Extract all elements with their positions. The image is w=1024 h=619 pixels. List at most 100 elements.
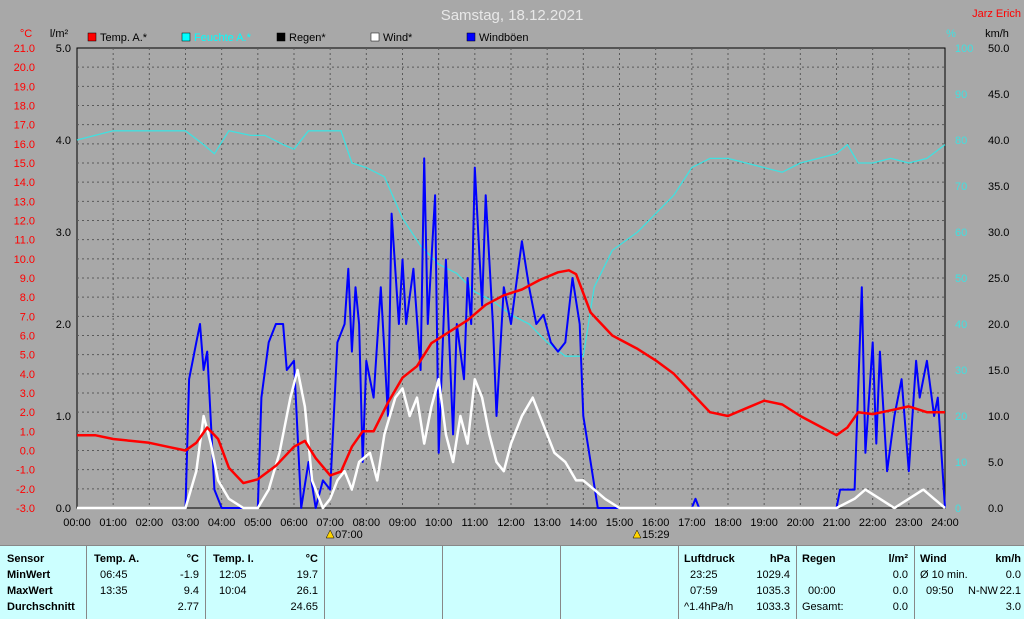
temp-i-min-time: 12:05 xyxy=(219,569,247,581)
legend-label: Wind* xyxy=(383,32,413,44)
temp-tick-label: 17.0 xyxy=(14,120,35,132)
temp-tick-label: 11.0 xyxy=(14,235,35,247)
time-tick-label: 03:00 xyxy=(172,517,200,529)
humidity-tick-label: 80 xyxy=(955,135,967,147)
rain-tick-label: 1.0 xyxy=(56,411,71,423)
time-tick-label: 12:00 xyxy=(497,517,525,529)
wind-section: Wind km/h Ø 10 min. 0.0 09:50 N-NW 22.1 … xyxy=(914,546,1024,619)
max-label: MaxWert xyxy=(7,585,53,597)
temp-tick-label: 3.0 xyxy=(20,388,35,400)
axis-labels: -3.0 -2.0 -1.0 0.0 1.0 2.0 3.0 4.0 5.0 6.0 7.0 8.0 9… xyxy=(14,43,1010,529)
rain-unit: l/m² xyxy=(888,553,908,565)
series-line xyxy=(76,130,946,357)
empty-section-3 xyxy=(560,546,679,619)
statistics-panel: Sensor MinWert MaxWert Durchschnitt Temp… xyxy=(0,545,1024,619)
sunrise-marker-label: 07:00 xyxy=(335,529,363,541)
humidity-tick-label: 50 xyxy=(955,273,967,285)
wind-tick-label: 10.0 xyxy=(988,411,1009,423)
pressure-unit: hPa xyxy=(769,553,790,565)
chart-legend: Temp. A.* Feuchte A.* Regen* Wind* Windböen xyxy=(87,32,529,44)
humidity-tick-label: 30 xyxy=(955,365,967,377)
sensor-section: Sensor MinWert MaxWert Durchschnitt xyxy=(0,546,87,619)
temp-a-section: Temp. A. °C 06:45 -1.9 13:35 9.4 2.77 xyxy=(86,546,206,619)
temp-i-title: Temp. I. xyxy=(213,553,254,565)
legend-label: Windböen xyxy=(479,32,529,44)
humidity-tick-label: 20 xyxy=(955,411,967,423)
wind-avg-value: 3.0 xyxy=(1005,601,1021,613)
sensor-title: Sensor xyxy=(7,553,45,565)
time-tick-label: 00:00 xyxy=(63,517,91,529)
wind-tick-label: 35.0 xyxy=(988,181,1009,193)
empty-section-1 xyxy=(324,546,443,619)
pressure-title: Luftdruck xyxy=(684,553,735,565)
time-tick-label: 11:00 xyxy=(461,517,488,529)
rain-tick-label: 3.0 xyxy=(56,227,71,239)
temp-tick-label: -1.0 xyxy=(16,465,35,477)
humidity-tick-label: 40 xyxy=(955,319,967,331)
time-tick-label: 15:00 xyxy=(606,517,634,529)
rain-total-label: Gesamt: xyxy=(802,601,844,613)
temp-tick-label: 1.0 xyxy=(20,426,35,438)
wind-tick-label: 25.0 xyxy=(988,273,1009,285)
temp-i-unit: °C xyxy=(305,553,318,565)
avg-label: Durchschnitt xyxy=(7,601,75,613)
temp-tick-label: 20.0 xyxy=(14,62,35,74)
rain-title: Regen xyxy=(802,553,836,565)
time-tick-label: 13:00 xyxy=(533,517,561,529)
wind-axis-unit: km/h xyxy=(985,28,1009,40)
pressure-max-time: 07:59 xyxy=(690,585,718,597)
time-tick-label: 08:00 xyxy=(353,517,381,529)
temp-tick-label: 14.0 xyxy=(14,177,35,189)
wind-tick-label: 45.0 xyxy=(988,89,1009,101)
rain-section: Regen l/m² 0.0 00:00 0.0 Gesamt: 0.0 xyxy=(796,546,915,619)
temp-tick-label: 16.0 xyxy=(14,139,35,151)
pressure-min-value: 1029.4 xyxy=(756,569,790,581)
time-tick-label: 17:00 xyxy=(678,517,706,529)
temp-tick-label: -3.0 xyxy=(16,503,35,515)
series-line xyxy=(77,157,946,509)
legend-swatch xyxy=(87,32,97,42)
temp-axis-unit: °C xyxy=(20,28,32,40)
time-tick-label: 19:00 xyxy=(750,517,778,529)
humidity-tick-label: 10 xyxy=(955,457,967,469)
time-tick-label: 14:00 xyxy=(570,517,598,529)
wind-tick-label: 50.0 xyxy=(988,43,1009,55)
temp-tick-label: -2.0 xyxy=(16,484,35,496)
time-tick-label: 05:00 xyxy=(244,517,272,529)
rain-max-time: 00:00 xyxy=(808,585,836,597)
wind-tick-label: 30.0 xyxy=(988,227,1009,239)
wind-tick-label: 20.0 xyxy=(988,319,1009,331)
time-tick-label: 07:00 xyxy=(316,517,344,529)
time-tick-label: 04:00 xyxy=(208,517,236,529)
humidity-tick-label: 70 xyxy=(955,181,967,193)
rain-tick-label: 0.0 xyxy=(56,503,71,515)
time-tick-label: 18:00 xyxy=(714,517,742,529)
temp-tick-label: 19.0 xyxy=(14,81,35,93)
temp-a-max-value: 9.4 xyxy=(183,585,199,597)
temp-a-max-time: 13:35 xyxy=(100,585,128,597)
legend-swatch xyxy=(276,32,286,42)
pressure-max-value: 1035.3 xyxy=(756,585,790,597)
temp-i-avg-value: 24.65 xyxy=(290,601,318,613)
wind-tick-label: 0.0 xyxy=(988,503,1003,515)
temp-tick-label: 9.0 xyxy=(20,273,35,285)
time-tick-label: 22:00 xyxy=(859,517,887,529)
wind-avg10-value: 0.0 xyxy=(1005,569,1021,581)
time-tick-label: 06:00 xyxy=(280,517,308,529)
legend-swatch xyxy=(181,32,191,42)
temp-i-section: Temp. I. °C 12:05 19.7 10:04 26.1 24.65 xyxy=(205,546,325,619)
data-series xyxy=(76,130,946,510)
wind-tick-label: 15.0 xyxy=(988,365,1009,377)
temp-tick-label: 7.0 xyxy=(20,311,35,323)
rain-min-value: 0.0 xyxy=(892,569,908,581)
temp-tick-label: 21.0 xyxy=(14,43,35,55)
sunset-marker xyxy=(632,529,642,539)
humidity-tick-label: 90 xyxy=(955,89,967,101)
temp-tick-label: 5.0 xyxy=(20,350,35,362)
rain-tick-label: 2.0 xyxy=(56,319,71,331)
wind-unit: km/h xyxy=(995,553,1021,565)
pressure-section: Luftdruck hPa 23:25 1029.4 07:59 1035.3 … xyxy=(678,546,797,619)
min-label: MinWert xyxy=(7,569,51,581)
weather-chart: Samstag, 18.12.2021 Jarz Erich °C l/m² %… xyxy=(14,7,1021,541)
legend-label: Regen* xyxy=(289,32,326,44)
